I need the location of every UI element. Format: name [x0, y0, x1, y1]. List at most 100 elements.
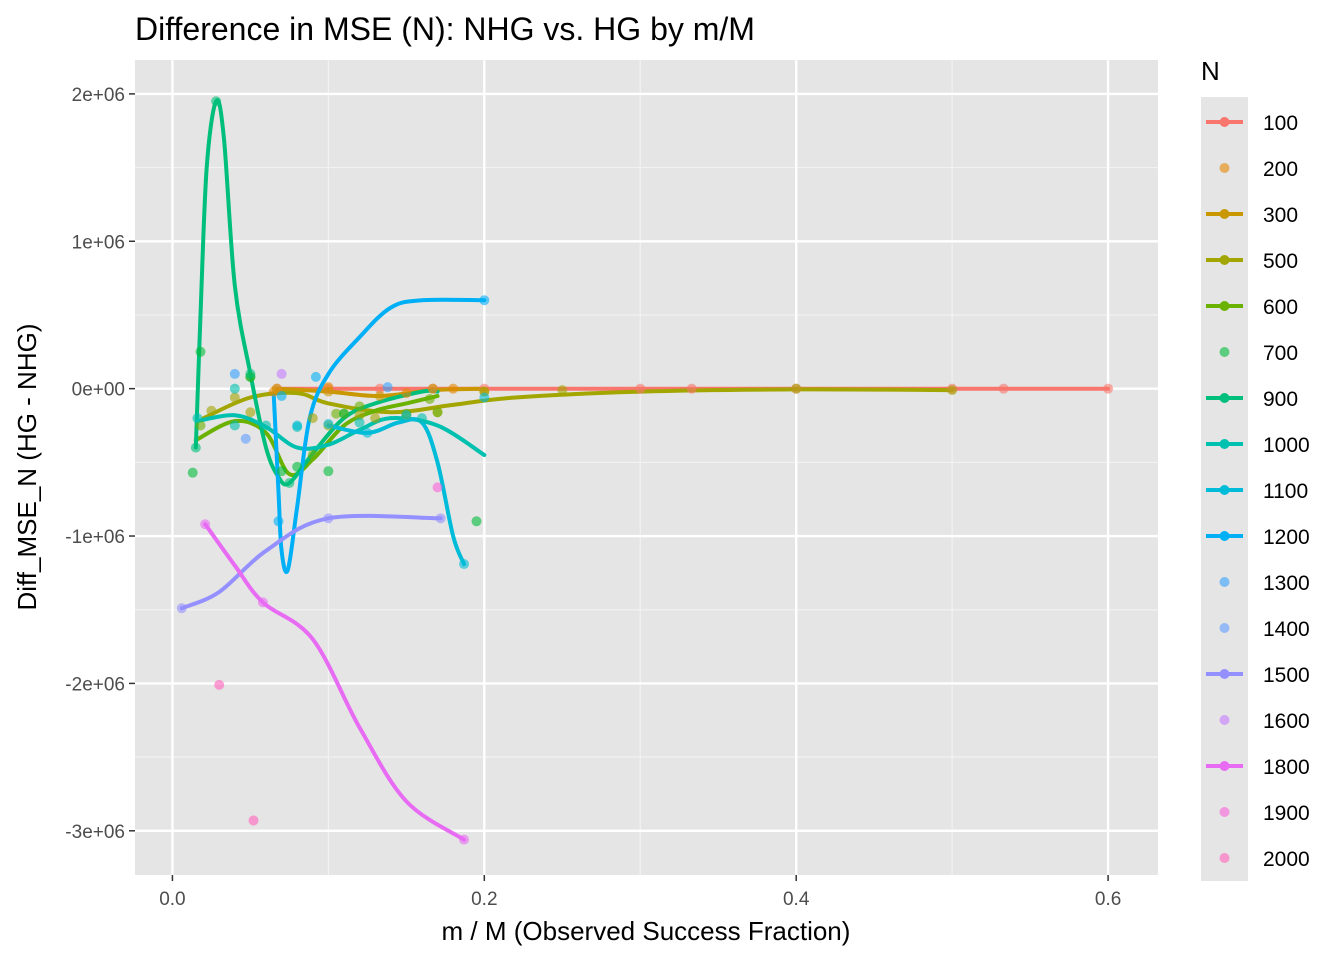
- legend: N 100 200 300 500 600 700 900 1000 1100 1200 1300 1…: [1201, 56, 1310, 881]
- data-point-n200: [401, 388, 412, 399]
- data-point-n100: [686, 383, 697, 394]
- data-point-n500: [245, 407, 256, 418]
- data-point-n600: [354, 401, 365, 412]
- data-point-n200: [448, 383, 459, 394]
- legend-key-point-n100: [1219, 117, 1230, 127]
- data-point-n700: [276, 466, 287, 477]
- data-point-n1100: [459, 559, 470, 570]
- x-tick-label: 0.6: [1095, 889, 1121, 910]
- y-tick-label: 2e+06: [72, 85, 125, 106]
- x-axis: 0.0 0.2 0.4 0.6: [159, 875, 1121, 910]
- data-point-n1800: [257, 597, 268, 608]
- data-point-n500: [557, 385, 568, 396]
- data-point-n2000: [214, 679, 225, 690]
- plot-background: [135, 60, 1158, 875]
- legend-key-point-n500: [1219, 255, 1230, 265]
- data-point-n100: [998, 383, 1009, 394]
- data-point-n1900: [432, 482, 443, 493]
- data-point-n1200: [273, 516, 284, 527]
- legend-key-point-n2000: [1219, 853, 1230, 863]
- data-point-n300: [427, 383, 438, 394]
- data-point-n1000: [260, 420, 271, 431]
- data-point-n1000: [229, 420, 240, 431]
- y-axis: -3e+06 -2e+06 -1e+06 0e+00 1e+06 2e+06: [65, 85, 135, 843]
- data-point-n100: [374, 383, 385, 394]
- legend-key-point-n1000: [1219, 439, 1230, 449]
- data-point-n1100: [292, 420, 303, 431]
- legend-key-point-n1400: [1219, 623, 1230, 633]
- data-point-n2000: [248, 815, 259, 826]
- data-point-n700: [292, 461, 303, 472]
- legend-key-point-n200: [1219, 163, 1230, 173]
- legend-key-point-n900: [1219, 393, 1230, 403]
- data-point-n1800: [459, 834, 470, 845]
- legend-key-point-n600: [1219, 301, 1230, 311]
- major-gridlines: [135, 60, 1158, 875]
- data-point-n1200: [310, 371, 321, 382]
- data-point-n700: [323, 466, 334, 477]
- legend-key-point-n1100: [1219, 485, 1230, 495]
- legend-label-n100: 100: [1263, 112, 1298, 135]
- series-curve-n1500: [179, 513, 443, 611]
- data-point-n1100: [479, 392, 490, 403]
- data-point-n1000: [229, 383, 240, 394]
- legend-label-n1400: 1400: [1263, 618, 1310, 641]
- y-tick-label: -1e+06: [65, 527, 125, 548]
- legend-label-n700: 700: [1263, 342, 1298, 365]
- data-point-n1800: [200, 519, 211, 530]
- data-point-n300: [374, 391, 385, 402]
- legend-key-point-n1500: [1219, 669, 1230, 679]
- data-point-n1200: [276, 391, 287, 402]
- data-point-n1500: [176, 603, 187, 614]
- data-point-n900: [211, 96, 222, 107]
- legend-label-n1600: 1600: [1263, 710, 1310, 733]
- legend-key-point-n1800: [1219, 761, 1230, 771]
- y-tick-label: 1e+06: [72, 232, 125, 253]
- data-point-n500: [229, 392, 240, 403]
- data-point-n900: [245, 368, 256, 379]
- y-tick-label: -2e+06: [65, 674, 125, 695]
- series-curve-n500: [201, 387, 955, 421]
- series-points: [176, 96, 1114, 845]
- data-point-n700: [187, 467, 198, 478]
- legend-label-n1200: 1200: [1263, 526, 1310, 549]
- data-point-n1100: [401, 410, 412, 421]
- legend-key-point-n300: [1219, 209, 1230, 219]
- data-point-n500: [791, 383, 802, 394]
- legend-label-n600: 600: [1263, 296, 1298, 319]
- data-point-n500: [947, 385, 958, 396]
- data-point-n100: [635, 383, 646, 394]
- data-point-n600: [307, 449, 318, 460]
- data-point-n1000: [354, 417, 365, 428]
- data-point-n1500: [435, 513, 446, 524]
- data-point-n1600: [276, 368, 287, 379]
- data-point-n1400: [240, 433, 251, 444]
- data-point-n600: [432, 407, 443, 418]
- data-point-n500: [354, 410, 365, 421]
- legend-label-n1500: 1500: [1263, 664, 1310, 687]
- data-point-n600: [424, 393, 435, 404]
- data-point-n600: [331, 408, 342, 419]
- data-point-n900: [284, 477, 295, 488]
- legend-label-n1900: 1900: [1263, 802, 1310, 825]
- legend-label-n2000: 2000: [1263, 848, 1310, 871]
- data-point-n1300: [229, 368, 240, 379]
- y-tick-label: -3e+06: [65, 822, 125, 843]
- data-point-n1000: [192, 413, 203, 424]
- legend-key-point-n1200: [1219, 531, 1230, 541]
- data-point-n1300: [382, 382, 393, 393]
- x-tick-label: 0.0: [159, 889, 185, 910]
- plot-panel: [135, 60, 1158, 875]
- data-point-n500: [206, 405, 217, 416]
- legend-key-point-n1600: [1219, 715, 1230, 725]
- legend-title: N: [1201, 56, 1220, 86]
- series-curve-n1200: [271, 297, 487, 574]
- legend-label-n200: 200: [1263, 158, 1298, 181]
- y-tick-label: 0e+00: [72, 380, 125, 401]
- series-curve-n900: [193, 98, 440, 487]
- legend-label-n500: 500: [1263, 250, 1298, 273]
- legend-key-point-n700: [1219, 347, 1230, 357]
- legend-key-point-n1900: [1219, 807, 1230, 817]
- legend-label-n300: 300: [1263, 204, 1298, 227]
